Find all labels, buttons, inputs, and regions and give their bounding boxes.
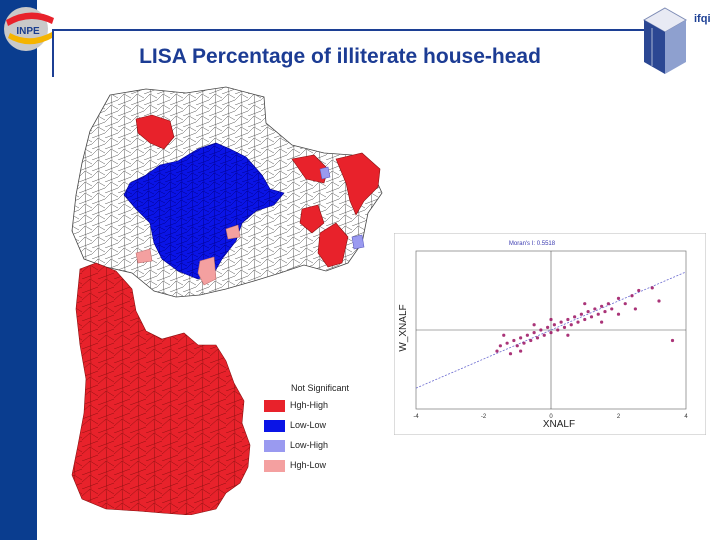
header-vertical-rule: [52, 29, 54, 77]
scatter-point: [600, 320, 604, 324]
scatter-point: [650, 286, 654, 290]
low-high-region-1: [319, 166, 331, 180]
scatter-point: [569, 323, 573, 327]
scatter-point: [579, 312, 583, 316]
scatter-point: [532, 331, 536, 335]
scatter-point: [623, 302, 627, 306]
legend-item-high-low: Hgh-Low: [262, 458, 392, 474]
high-low-region-1: [135, 248, 153, 264]
scatter-point: [562, 325, 567, 329]
scatter-x-tick-label: -2: [481, 414, 487, 420]
scatter-point: [583, 302, 587, 306]
scatter-point: [593, 307, 597, 311]
scatter-point: [589, 315, 594, 319]
scatter-point: [519, 336, 523, 340]
scatter-point: [596, 312, 600, 316]
scatter-point: [522, 341, 526, 345]
scatter-x-tick-label: 0: [549, 414, 553, 420]
brand-text: ifqi: [694, 13, 711, 25]
legend-item-high-high: Hgh-High: [262, 398, 392, 414]
scatter-frame: [393, 232, 707, 436]
scatter-point: [508, 352, 513, 356]
scatter-point: [549, 331, 553, 335]
legend-label-low-low: Low-Low: [290, 420, 327, 430]
scatter-point: [603, 309, 607, 314]
scatter-point: [535, 336, 540, 340]
legend-item-low-high: Low-High: [262, 438, 392, 454]
scatter-ylabel: W_XNALF: [398, 304, 409, 351]
scatter-point: [529, 338, 533, 343]
scatter-point: [670, 338, 675, 343]
scatter-point: [630, 294, 634, 298]
scatter-point: [515, 344, 519, 348]
scatter-point: [552, 323, 556, 327]
high-high-region-east-mid: [299, 204, 325, 234]
scatter-point: [566, 317, 570, 322]
scatter-point: [610, 307, 614, 311]
scatter-xlabel: XNALF: [543, 419, 575, 430]
scatter-point: [616, 312, 621, 316]
scatter-point: [546, 325, 550, 329]
lisa-cluster-map: [66, 83, 396, 516]
scatter-x-tick-label: 2: [617, 414, 621, 420]
legend-swatch-high-high: [264, 400, 285, 412]
scatter-point: [637, 288, 641, 293]
scatter-point: [616, 296, 621, 300]
sidebar-bar: [0, 0, 37, 540]
scatter-point: [525, 333, 529, 337]
scatter-point: [559, 320, 563, 324]
scatter-point: [586, 309, 590, 314]
header-rule: [52, 29, 647, 31]
scatter-point: [556, 328, 560, 332]
legend-swatch-low-low: [264, 420, 285, 432]
moran-scatterplot: Moran's I: 0.5518 W_XNALF XNALF -4 -2 0 2 4: [393, 232, 707, 436]
high-low-region-2: [197, 256, 217, 286]
legend-label-high-high: Hgh-High: [290, 400, 329, 410]
scatter-point: [573, 315, 577, 319]
scatter-point: [583, 317, 587, 322]
scatter-point: [502, 333, 506, 337]
scatter-point: [600, 304, 604, 308]
scatter-point: [498, 344, 502, 348]
high-high-region-east-south: [317, 222, 349, 268]
logo-text: INPE: [16, 26, 40, 37]
legend-swatch-low-high: [264, 440, 285, 452]
scatter-x-tick-label: 4: [684, 414, 688, 420]
scatter-point: [606, 302, 610, 306]
scatter-point: [505, 341, 509, 345]
scatter-point: [657, 299, 661, 303]
scatter-point: [633, 307, 637, 311]
slide-title: LISA Percentage of illiterate house-head: [139, 45, 541, 68]
cube-logo: [640, 4, 690, 76]
low-high-region-2: [351, 234, 365, 250]
legend-label-low-high: Low-High: [290, 440, 329, 450]
scatter-x-tick-label: -4: [413, 414, 419, 420]
scatter-point: [549, 317, 553, 322]
scatter-point: [532, 323, 536, 327]
high-low-region-3: [225, 224, 241, 240]
scatter-point: [576, 320, 580, 324]
scatter-point: [539, 328, 543, 332]
legend-label-high-low: Hgh-Low: [290, 460, 327, 470]
scatter-point: [519, 349, 523, 353]
scatter-point: [542, 333, 546, 337]
legend-item-low-low: Low-Low: [262, 418, 392, 434]
scatter-point: [566, 333, 570, 337]
legend-swatch-high-low: [264, 460, 285, 472]
high-high-region-far-east: [335, 152, 381, 216]
inpe-logo: INPE: [2, 4, 60, 54]
scatter-title: Moran's I: 0.5518: [509, 241, 556, 247]
scatter-point: [495, 349, 499, 353]
high-high-region-north: [135, 114, 175, 150]
legend-title: Not Significant: [291, 383, 350, 393]
scatter-point: [512, 338, 516, 343]
